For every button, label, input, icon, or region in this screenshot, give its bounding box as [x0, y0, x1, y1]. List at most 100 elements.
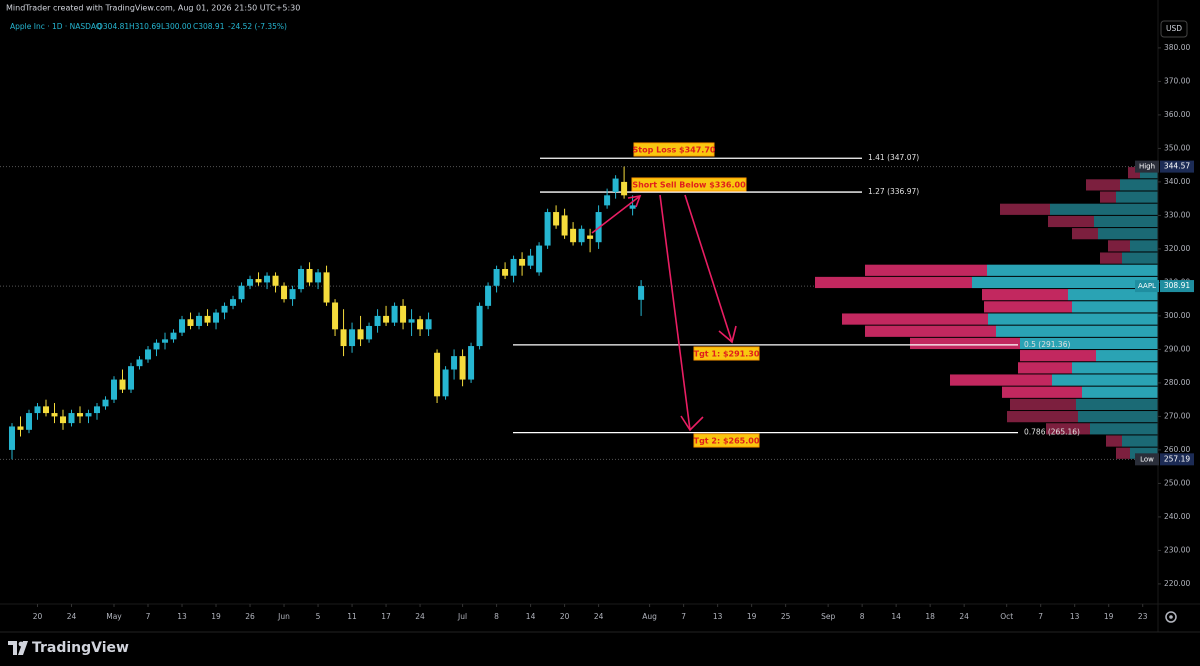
gear-center[interactable]	[1169, 615, 1173, 619]
y-tick-label: 360.00	[1164, 110, 1190, 119]
annotation-text: Tgt 1: $291.30	[694, 350, 760, 359]
ohlc-value: L300.00	[161, 22, 192, 31]
volume-up-bar	[1052, 374, 1158, 386]
currency-label[interactable]: USD	[1166, 24, 1182, 33]
candle-body	[417, 319, 424, 330]
candle-body	[476, 305, 483, 347]
arrow	[659, 194, 691, 431]
volume-down-bar	[1072, 228, 1098, 240]
candle-body	[102, 399, 109, 407]
x-tick-label: 19	[747, 612, 757, 621]
candle-body	[332, 302, 339, 330]
candle-body	[230, 299, 237, 306]
marker-value-box	[1160, 160, 1194, 173]
volume-down-bar	[910, 337, 1020, 350]
candle-body	[187, 319, 194, 326]
x-tick-label: Sep	[821, 612, 835, 621]
arrow-head	[680, 415, 704, 432]
level-label: 1.41 (347.07)	[868, 153, 919, 162]
candle-body	[281, 285, 288, 300]
candle-body	[425, 319, 432, 330]
candle-body	[25, 413, 32, 430]
y-tick-label: 260.00	[1164, 445, 1190, 454]
candle-body	[145, 349, 152, 360]
candle-body	[374, 315, 381, 326]
volume-down-bar	[1046, 423, 1090, 435]
candle-body	[451, 356, 458, 370]
candle-body	[468, 346, 475, 380]
x-tick-label: 11	[347, 612, 357, 621]
candle-body	[442, 369, 449, 397]
volume-up-bar	[1140, 167, 1158, 179]
candle-body	[119, 379, 126, 390]
volume-down-bar	[1007, 411, 1078, 423]
candle-body	[264, 275, 271, 283]
candle-body	[527, 255, 534, 266]
x-tick-label: Aug	[642, 612, 657, 621]
candle-body	[323, 272, 330, 303]
marker-name: Low	[1140, 455, 1154, 463]
x-tick-label: 14	[891, 612, 901, 621]
candle-body	[408, 319, 415, 323]
candle-body	[51, 413, 58, 417]
marker-value: 344.57	[1164, 162, 1190, 171]
candle-body	[17, 426, 24, 430]
x-tick-label: 24	[959, 612, 969, 621]
candle-body	[587, 235, 594, 239]
marker-value: 308.91	[1164, 281, 1190, 290]
volume-down-bar	[1048, 215, 1094, 228]
x-tick-label: 26	[245, 612, 255, 621]
candle-body	[544, 212, 551, 246]
y-tick-label: 250.00	[1164, 478, 1190, 487]
settings-icon[interactable]	[1165, 611, 1177, 623]
volume-down-bar	[1000, 203, 1050, 215]
candle-body	[561, 215, 568, 236]
annotation-text: Stop Loss $347.70	[633, 146, 716, 155]
volume-down-bar	[815, 276, 972, 289]
volume-down-bar	[865, 264, 987, 276]
y-tick-label: 280.00	[1164, 378, 1190, 387]
candle-body	[383, 315, 390, 323]
candle-body	[629, 205, 636, 209]
candle-body	[434, 352, 441, 397]
volume-down-bar	[1128, 167, 1140, 179]
logo-text: TradingView	[32, 640, 129, 656]
candle-body	[298, 269, 305, 290]
x-tick-label: 7	[146, 612, 151, 621]
x-tick-label: 20	[33, 612, 43, 621]
volume-down-bar	[982, 289, 1068, 301]
volume-down-bar	[1108, 240, 1130, 252]
gear[interactable]	[1165, 611, 1177, 623]
y-tick-label: 240.00	[1164, 512, 1190, 521]
level-label: 0.786 (265.16)	[1024, 428, 1080, 437]
candle-body	[111, 379, 118, 400]
candle-body	[315, 272, 322, 283]
ohlc-value: O304.81	[97, 22, 129, 31]
x-tick-label: Jun	[277, 612, 290, 621]
x-tick-label: 19	[1104, 612, 1114, 621]
volume-up-bar	[1082, 386, 1158, 398]
candle-body	[604, 195, 611, 206]
candle-body	[238, 285, 245, 300]
candle-body	[68, 413, 75, 424]
annotation-box	[693, 346, 760, 361]
candle-body	[179, 319, 186, 333]
candle-body	[493, 269, 500, 286]
annotation-text: Short Sell Below $336.00	[632, 181, 746, 190]
volume-down-bar	[950, 374, 1052, 386]
arrow-head	[718, 325, 737, 344]
volume-down-bar	[1100, 191, 1116, 203]
candle-body	[221, 305, 228, 313]
x-tick-label: 24	[594, 612, 604, 621]
currency-button[interactable]	[1160, 20, 1188, 38]
candle-body	[272, 275, 279, 286]
candle-body	[85, 413, 92, 417]
marker-value-box	[1160, 280, 1194, 293]
arrows	[591, 194, 737, 432]
y-tick-label: 290.00	[1164, 344, 1190, 353]
x-tick-label: 24	[415, 612, 425, 621]
candle-body	[400, 305, 407, 323]
logo: TradingView	[8, 640, 129, 656]
candle-body	[366, 325, 373, 340]
